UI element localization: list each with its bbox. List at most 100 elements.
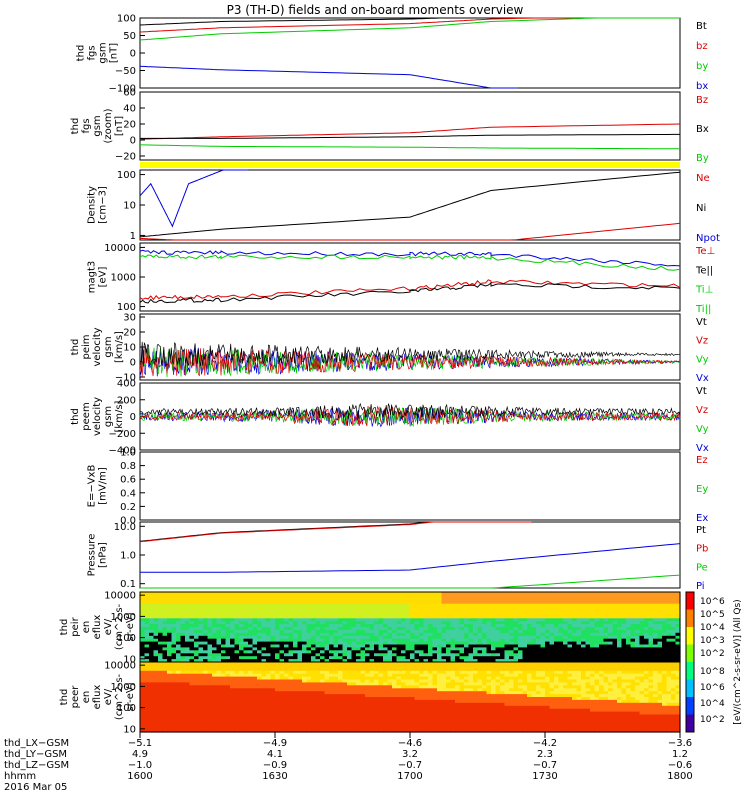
spectrogram-cell	[617, 632, 623, 637]
spectrogram-cell	[608, 618, 614, 622]
spectrogram-cell	[203, 627, 209, 631]
y-tick-label: −200	[109, 429, 136, 440]
spectrogram-cell	[491, 647, 497, 651]
spectrogram-cell	[423, 676, 429, 681]
spectrogram-cell	[243, 629, 249, 634]
spectrogram-cell	[410, 618, 416, 622]
spectrogram-cell	[140, 618, 146, 622]
spectrogram-cell	[378, 650, 384, 654]
spectrogram-cell	[558, 600, 564, 605]
spectrogram-cell	[432, 729, 438, 733]
spectrogram-cell	[437, 629, 443, 634]
spectrogram-cell	[396, 720, 402, 724]
spectrogram-cell	[432, 638, 438, 643]
spectrogram-cell	[149, 627, 155, 631]
spectrogram-cell	[275, 699, 281, 704]
spectrogram-cell	[198, 720, 204, 724]
spectrogram-cell	[522, 600, 528, 605]
spectrogram-cell	[657, 659, 663, 663]
spectrogram-cell	[455, 635, 461, 640]
spectrogram-cell	[185, 711, 191, 716]
spectrogram-cell	[617, 603, 623, 608]
spectrogram-cell	[401, 664, 407, 669]
spectrogram-cell	[365, 717, 371, 721]
spectrogram-cell	[212, 662, 218, 666]
spectrogram-cell	[284, 638, 290, 643]
spectrogram-cell	[671, 615, 677, 619]
spectrogram-cell	[468, 624, 474, 628]
spectrogram-cell	[410, 673, 416, 678]
spectrogram-cell	[333, 600, 339, 605]
spectrogram-cell	[414, 702, 420, 707]
spectrogram-cell	[315, 612, 321, 616]
spectrogram-cell	[239, 612, 245, 616]
spectrogram-cell	[527, 656, 533, 660]
spectrogram-cell	[194, 682, 200, 686]
spectrogram-cell	[590, 594, 596, 599]
spectrogram-cell	[333, 729, 339, 733]
spectrogram-cell	[585, 592, 591, 596]
spectrogram-cell	[257, 702, 263, 707]
spectrogram-cell	[446, 729, 452, 733]
spectrogram-cell	[590, 624, 596, 628]
spectrogram-cell	[387, 667, 393, 672]
spectrogram-cell	[360, 597, 366, 602]
spectrogram-cell	[302, 603, 308, 608]
spectrogram-cell	[185, 641, 191, 646]
legend-Vx: Vx	[696, 373, 709, 384]
spectrogram-cell	[644, 615, 650, 619]
spectrogram-cell	[158, 685, 164, 689]
spectrogram-cell	[261, 723, 267, 727]
spectrogram-cell	[342, 641, 348, 646]
spectrogram-cell	[662, 656, 668, 660]
spectrogram-cell	[437, 673, 443, 678]
spectrogram-cell	[576, 627, 582, 631]
spectrogram-cell	[387, 618, 393, 622]
spectrogram-cell	[306, 644, 312, 648]
spectrogram-cell	[167, 711, 173, 716]
spectrogram-cell	[252, 606, 258, 611]
spectrogram-cell	[473, 618, 479, 622]
spectrogram-cell	[369, 635, 375, 640]
spectrogram-cell	[428, 691, 434, 695]
spectrogram-cell	[324, 697, 330, 701]
spectrogram-cell	[500, 673, 506, 678]
spectrogram-cell	[378, 664, 384, 669]
spectrogram-cell	[248, 627, 254, 631]
spectrogram-cell	[599, 603, 605, 608]
spectrogram-cell	[401, 603, 407, 608]
spectrogram-cell	[153, 714, 159, 718]
spectrogram-cell	[446, 714, 452, 718]
spectrogram-cell	[666, 641, 672, 646]
spectrogram-cell	[158, 673, 164, 678]
spectrogram-cell	[185, 685, 191, 689]
spectrogram-cell	[288, 662, 294, 666]
spectrogram-cell	[239, 664, 245, 669]
spectrogram-cell	[495, 694, 501, 698]
spectrogram-cell	[486, 609, 492, 613]
spectrogram-cell	[329, 606, 335, 611]
spectrogram-cell	[437, 664, 443, 669]
spectrogram-cell	[167, 685, 173, 689]
spectrogram-cell	[189, 592, 195, 596]
spectrogram-cell	[333, 726, 339, 730]
spectrogram-cell	[360, 702, 366, 707]
spectrogram-cell	[153, 711, 159, 716]
spectrogram-cell	[527, 632, 533, 637]
spectrogram-cell	[261, 650, 267, 654]
spectrogram-cell	[284, 632, 290, 637]
spectrogram-cell	[459, 635, 465, 640]
spectrogram-cell	[491, 720, 497, 724]
spectrogram-cell	[266, 600, 272, 605]
y-axis-label: gsm	[103, 406, 114, 427]
spectrogram-cell	[558, 647, 564, 651]
spectrogram-cell	[450, 612, 456, 616]
spectrogram-cell	[410, 603, 416, 608]
spectrogram-cell	[288, 720, 294, 724]
spectrogram-cell	[500, 594, 506, 599]
spectrogram-cell	[356, 653, 362, 657]
spectrogram-cell	[216, 644, 222, 648]
spectrogram-cell	[221, 592, 227, 596]
spectrogram-cell	[203, 694, 209, 698]
spectrogram-cell	[617, 647, 623, 651]
